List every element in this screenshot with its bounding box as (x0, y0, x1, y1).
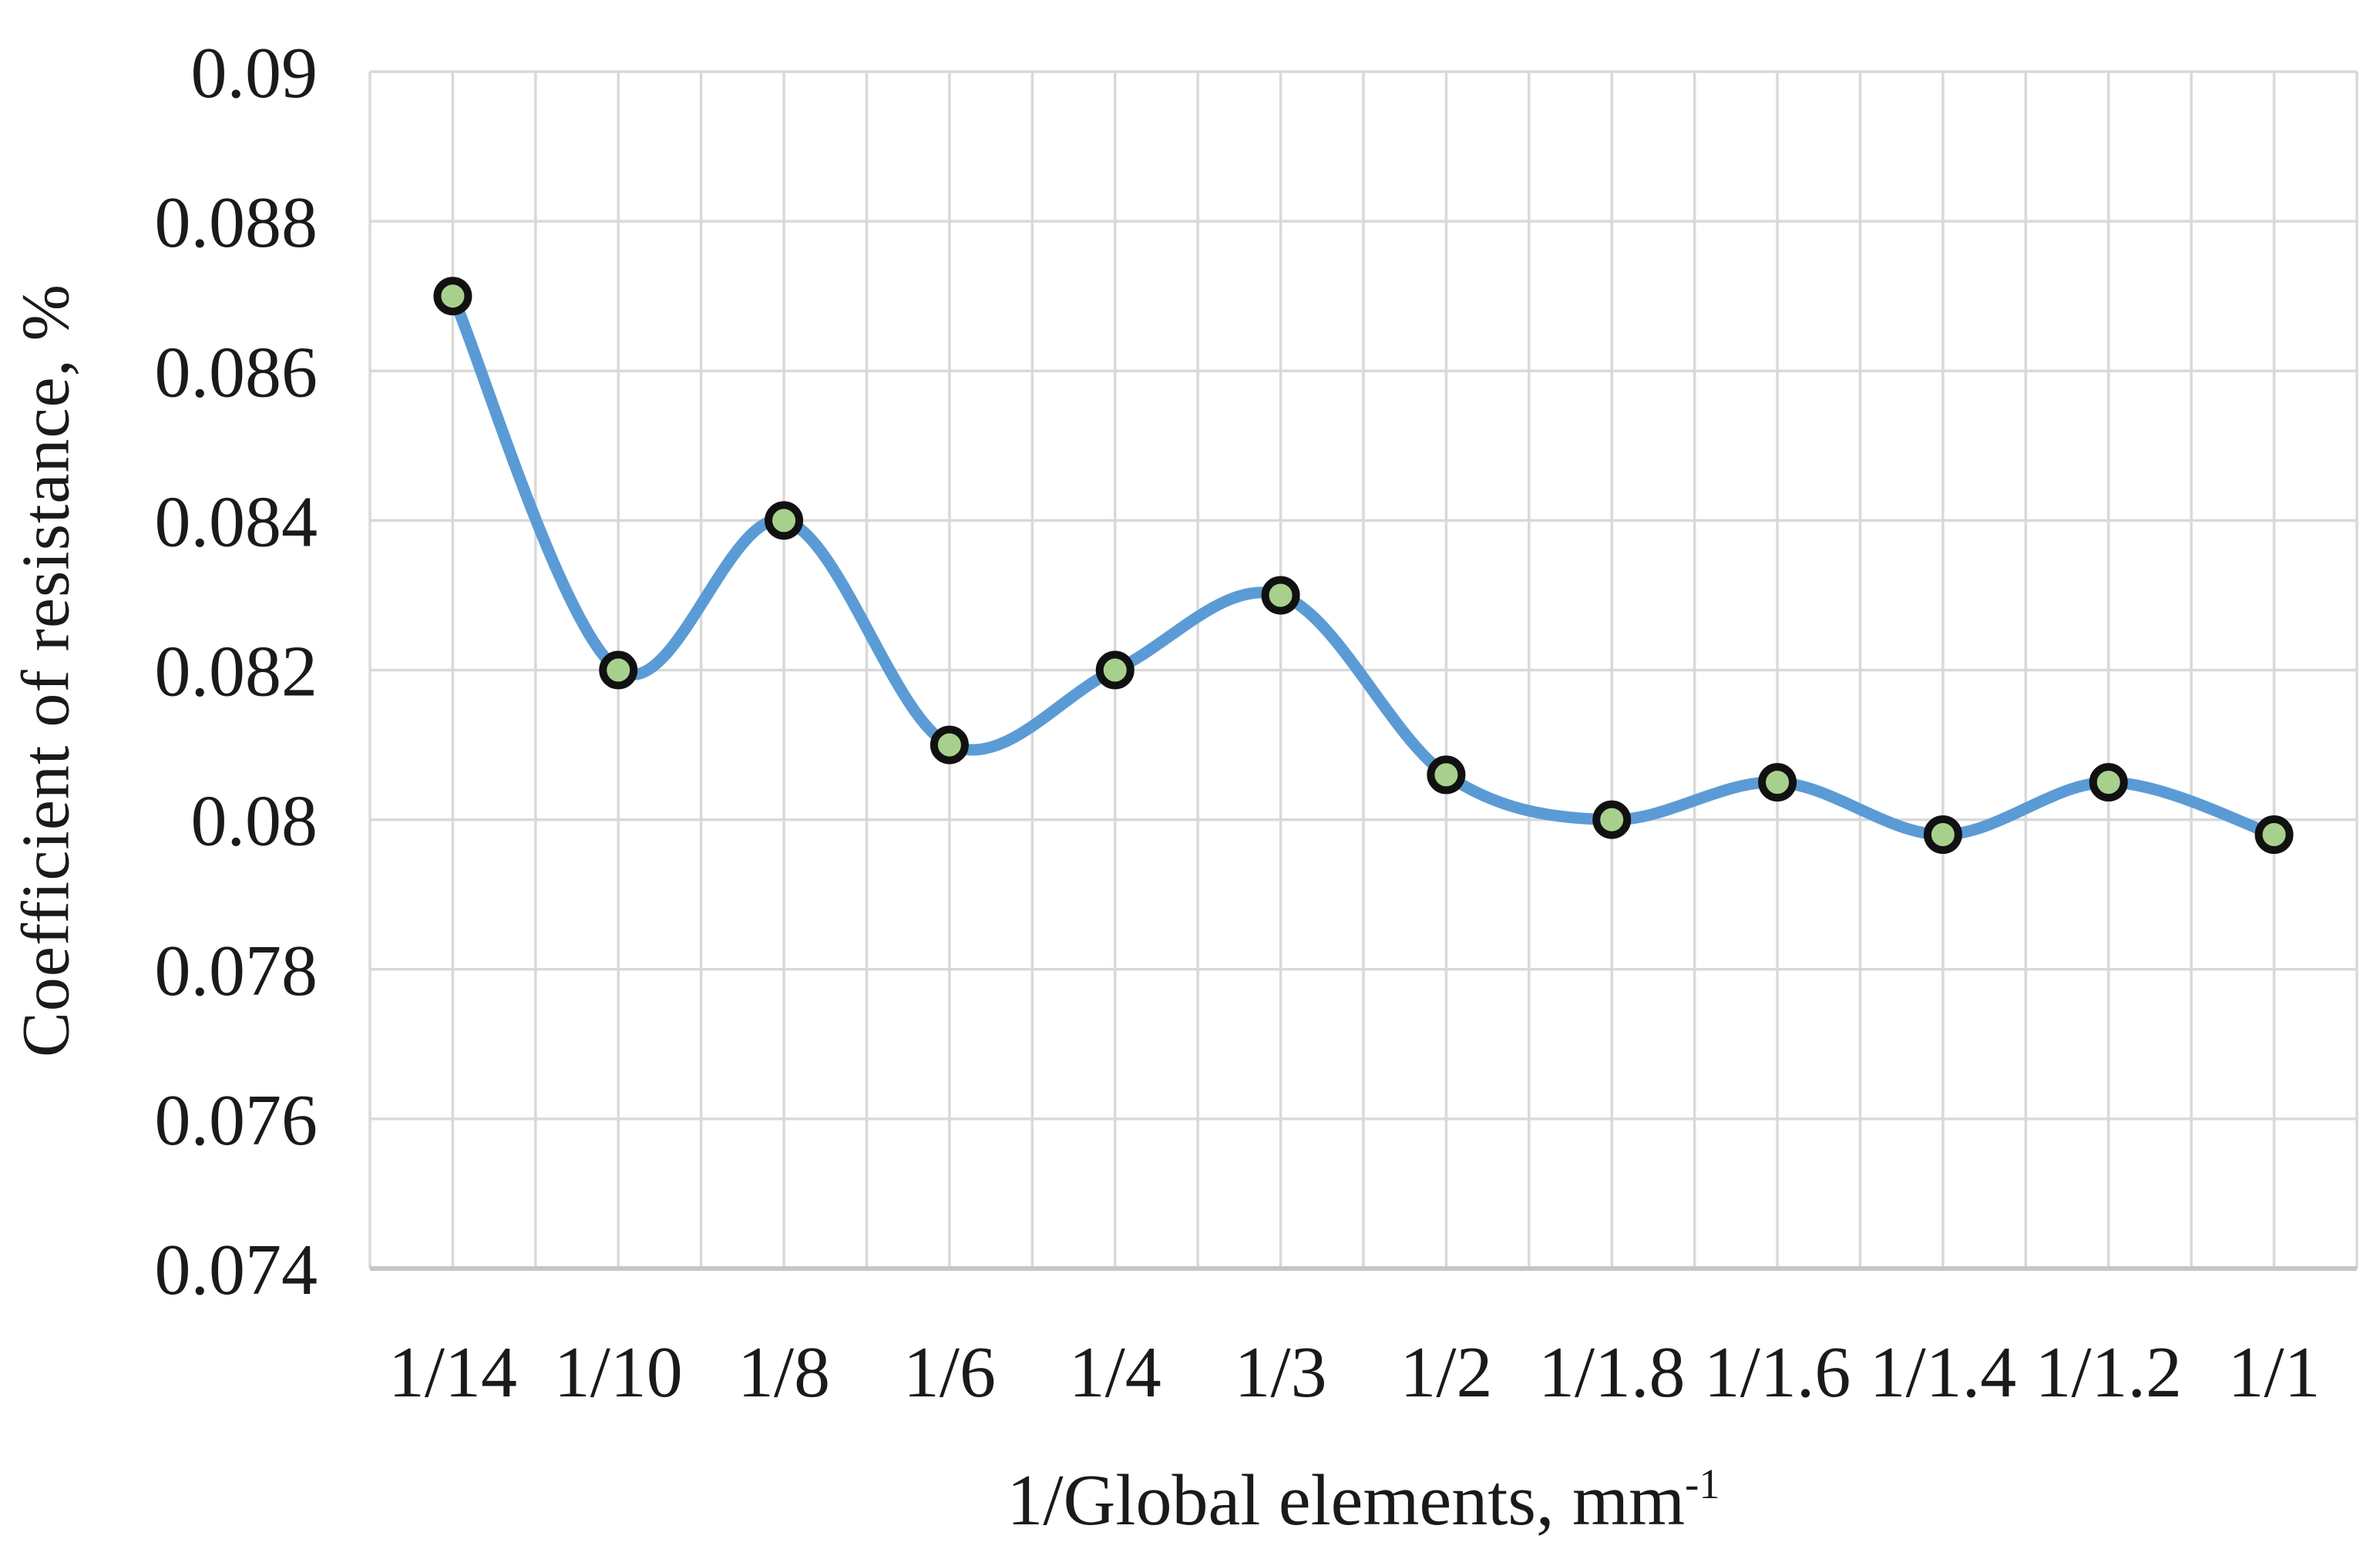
data-point-marker (765, 501, 804, 540)
data-point-marker (1261, 576, 1300, 615)
y-tick-label: 0.08 (191, 781, 318, 862)
x-tick-label: 1/14 (388, 1332, 517, 1413)
data-point-marker (1592, 800, 1632, 839)
x-tick-label: 1/4 (1069, 1332, 1161, 1413)
data-point-marker (433, 277, 472, 316)
x-tick-label: 1/3 (1235, 1332, 1327, 1413)
x-tick-label: 1/6 (903, 1332, 996, 1413)
x-axis-title-exponent: -1 (1685, 1460, 1720, 1507)
x-tick-label: 1/1 (2228, 1332, 2321, 1413)
x-tick-label: 1/8 (738, 1332, 830, 1413)
x-tick-label: 1/1.6 (1704, 1332, 1851, 1413)
x-tick-label: 1/10 (554, 1332, 683, 1413)
data-point-marker (1427, 755, 1466, 795)
data-point-marker (1095, 650, 1135, 690)
y-tick-label: 0.076 (155, 1080, 318, 1161)
data-point-marker (2254, 815, 2294, 855)
data-point-marker (929, 725, 969, 764)
y-tick-label: 0.084 (155, 482, 318, 562)
data-point-marker (599, 650, 638, 690)
y-tick-label: 0.078 (155, 931, 318, 1011)
data-point-marker (1758, 763, 1797, 802)
x-axis-title: 1/Global elements, mm-1 (370, 1459, 2357, 1542)
y-tick-label: 0.074 (155, 1230, 318, 1310)
x-tick-label: 1/1.4 (1870, 1332, 2017, 1413)
x-tick-label: 1/1.2 (2035, 1332, 2182, 1413)
y-tick-label: 0.082 (155, 632, 318, 712)
x-axis-title-text: 1/Global elements, mm (1007, 1460, 1686, 1541)
y-tick-label: 0.088 (155, 183, 318, 263)
data-point-marker (1923, 815, 1962, 855)
y-tick-label: 0.086 (155, 332, 318, 412)
x-tick-label: 1/1.8 (1538, 1332, 1686, 1413)
x-tick-label: 1/2 (1400, 1332, 1492, 1413)
y-tick-label: 0.09 (191, 33, 318, 113)
data-point-marker (2089, 763, 2128, 802)
